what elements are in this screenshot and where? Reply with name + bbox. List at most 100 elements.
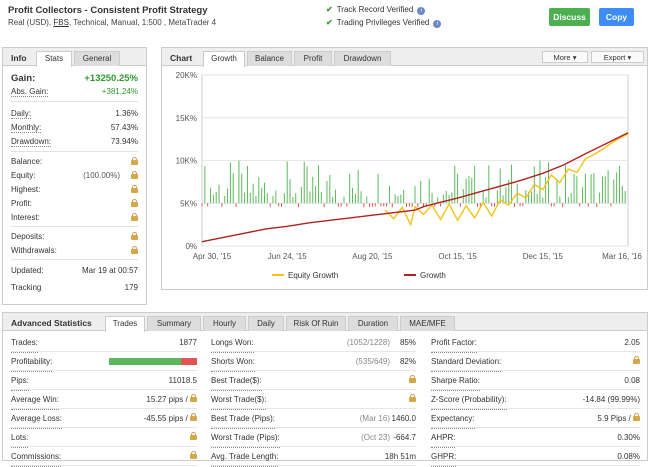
lock-icon	[131, 185, 138, 193]
discuss-button[interactable]: Discuss	[549, 8, 590, 26]
stat-label: Best Trade($):	[211, 371, 262, 391]
account-details: , Technical, Manual, 1:500 , MetaTrader …	[68, 18, 217, 27]
interest-row: Interest:	[11, 213, 138, 224]
stat-detail: (535/649)	[355, 357, 390, 366]
stat-value	[409, 390, 416, 409]
updated-value: Mar 19 at 00:57	[81, 266, 138, 275]
stat-row: Profit Factor: 2.05	[431, 333, 640, 353]
monthly-row: Monthly: 57.43%	[11, 123, 138, 134]
tab-balance[interactable]: Balance	[247, 51, 292, 66]
profit-label: Profit:	[11, 199, 32, 208]
stat-label: Z-Score (Probability):	[431, 390, 507, 410]
stat-value: -664.7	[393, 433, 416, 442]
balance-label: Balance:	[11, 157, 43, 166]
legend-equity-label: Equity Growth	[288, 271, 338, 280]
info-panel-header: Info Stats General	[3, 48, 146, 67]
x-tick-label: Oct 15, '15	[438, 252, 477, 261]
abs-gain-label: Abs. Gain:	[11, 87, 49, 97]
tab-hourly[interactable]: Hourly	[203, 316, 246, 331]
divider	[11, 259, 138, 260]
tab-profit[interactable]: Profit	[294, 51, 332, 66]
y-tick-label: 20K%	[176, 71, 197, 80]
stat-value: 82%	[399, 357, 416, 366]
info-icon[interactable]: i	[433, 20, 442, 28]
highest-row: Highest:	[11, 185, 138, 196]
daily-row: Daily: 1.36%	[11, 109, 138, 120]
tab-summary[interactable]: Summary	[147, 316, 201, 331]
stat-row: Trades: 1877	[11, 333, 197, 353]
stat-label: Commissions:	[11, 447, 62, 467]
interest-label: Interest:	[11, 213, 40, 222]
drawdown-label: Drawdown:	[11, 137, 52, 147]
tab-trades[interactable]: Trades	[105, 316, 145, 332]
stat-row: Average Loss: -45.55 pips /	[11, 409, 197, 429]
trading-privileges-verified: ✔ Trading Privileges Verified i	[326, 18, 442, 28]
stat-label: Shorts Won:	[211, 352, 255, 372]
tab-mae-mfe[interactable]: MAE/MFE	[400, 316, 455, 331]
tab-general[interactable]: General	[74, 51, 120, 66]
x-tick-label: Jun 24, '15	[268, 252, 307, 261]
x-tick-label: Aug 20, '15	[352, 252, 393, 261]
stat-row: Profitability:	[11, 352, 197, 372]
tab-growth[interactable]: Growth	[203, 51, 245, 67]
equity-row: Equity: (100.00%)	[11, 171, 138, 182]
stat-row: Standard Deviation:	[431, 352, 640, 372]
stat-row: Best Trade (Pips): 1460.0 (Mar 16)	[211, 409, 416, 429]
monthly-label: Monthly:	[11, 123, 42, 133]
stat-row: Expectancy: 5.9 Pips /	[431, 409, 640, 429]
info-icon[interactable]: i	[417, 7, 426, 15]
stat-row: Commissions:	[11, 447, 197, 467]
stat-value: 85%	[399, 338, 416, 347]
tab-stats[interactable]: Stats	[36, 51, 72, 67]
equity-growth-line	[384, 133, 629, 227]
broker-link[interactable]: FBS	[53, 18, 69, 27]
stat-row: AHPR: 0.30%	[431, 428, 640, 448]
highest-label: Highest:	[11, 185, 41, 194]
track-record-verified: ✔ Track Record Verified i	[326, 5, 426, 15]
stat-row: Best Trade($):	[211, 371, 416, 391]
copy-button[interactable]: Copy	[599, 8, 634, 26]
stat-value	[190, 428, 197, 447]
stat-value: 18h 51m	[384, 452, 416, 461]
monthly-value: 57.43%	[110, 123, 138, 132]
stat-row: Longs Won: 85% (1052/1228)	[211, 333, 416, 353]
tab-daily[interactable]: Daily	[248, 316, 284, 331]
stat-row: Avg. Trade Length: 18h 51m	[211, 447, 416, 467]
profitability-loss-bar	[181, 358, 197, 365]
daily-value: 1.36%	[115, 109, 138, 118]
stat-value	[190, 447, 197, 466]
gain-value: +13250.25%	[84, 73, 138, 84]
stat-value: -45.55 pips /	[144, 409, 197, 428]
tab-risk-of-ruin[interactable]: Risk Of Ruin	[286, 316, 346, 331]
info-title: Info	[11, 53, 27, 63]
x-tick-label: Mar 16, '16	[602, 252, 642, 261]
trading-privileges-label: Trading Privileges Verified	[336, 18, 430, 27]
stat-value: 5.9 Pips /	[597, 409, 640, 428]
stat-value	[409, 371, 416, 390]
tab-duration[interactable]: Duration	[348, 316, 398, 331]
check-icon: ✔	[326, 5, 333, 14]
stat-row: Pips: 11018.5	[11, 371, 197, 391]
gain-row: Gain: +13250.25%	[11, 73, 138, 86]
stat-label: GHPR:	[431, 447, 457, 467]
stat-row: Shorts Won: 82% (535/649)	[211, 352, 416, 372]
export-label: Export	[603, 53, 626, 62]
equity-label: Equity:	[11, 171, 36, 180]
y-tick-label: 0%	[185, 242, 197, 251]
lock-icon	[131, 199, 138, 207]
abs-gain-row: Abs. Gain: +381.24%	[11, 87, 138, 98]
daily-label: Daily:	[11, 109, 32, 119]
lock-icon	[190, 413, 197, 421]
stat-label: Worst Trade($):	[211, 390, 267, 410]
stat-detail: (1052/1228)	[346, 338, 390, 347]
more-dropdown[interactable]: More ▾	[542, 51, 588, 63]
stat-value: -14.84 (99.99%)	[582, 395, 640, 404]
export-dropdown[interactable]: Export ▾	[591, 51, 644, 63]
deposits-label: Deposits:	[11, 232, 45, 241]
stat-row: Worst Trade($):	[211, 390, 416, 410]
lock-icon	[190, 451, 197, 459]
stat-value: 15.27 pips /	[146, 390, 197, 409]
deposits-row: Deposits:	[11, 232, 138, 243]
lock-icon	[409, 394, 416, 402]
tab-drawdown[interactable]: Drawdown	[334, 51, 391, 66]
